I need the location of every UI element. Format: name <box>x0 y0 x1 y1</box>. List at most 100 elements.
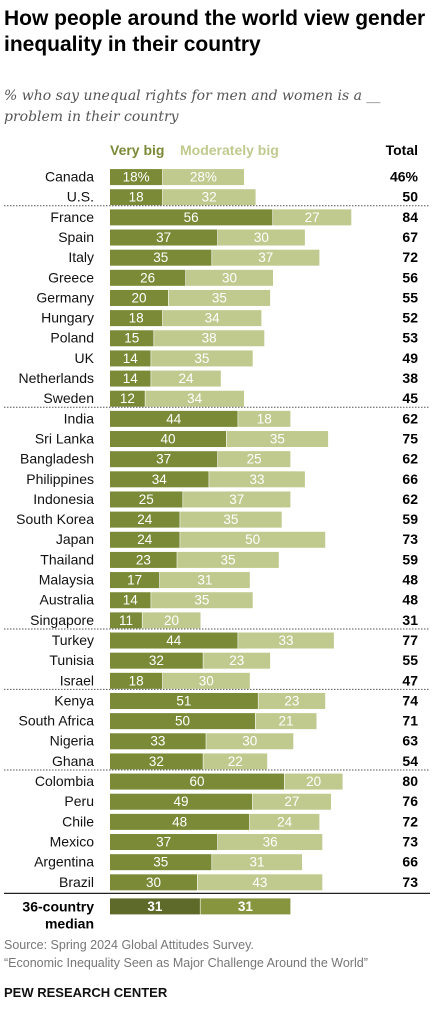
bar-very-big-spain <box>110 229 218 246</box>
value-very-big-japan: 24 <box>137 532 153 547</box>
value-very-big-india: 44 <box>166 411 182 426</box>
value-moderately-big-bangladesh: 25 <box>247 452 262 467</box>
value-moderately-big-france: 27 <box>305 210 320 225</box>
bar-very-big-italy <box>110 249 212 266</box>
bar-moderately-big-south-africa <box>255 713 317 730</box>
country-label-ghana: Ghana <box>52 753 94 769</box>
value-very-big-colombia: 60 <box>189 774 204 789</box>
bar-very-big-nigeria <box>110 733 206 750</box>
value-very-big-poland: 15 <box>124 331 139 346</box>
median-label-line-1: 36-country <box>22 898 94 914</box>
chart-subtitle: % who say unequal rights for men and wom… <box>4 88 381 125</box>
value-moderately-big-israel: 30 <box>199 673 214 688</box>
bar-moderately-big-tunisia <box>203 652 271 669</box>
bar-moderately-big-peru <box>252 793 331 810</box>
value-very-big-greece: 26 <box>140 270 155 285</box>
bar-moderately-big-sweden <box>145 390 244 407</box>
bar-moderately-big-israel <box>162 672 250 689</box>
value-very-big-malaysia: 17 <box>127 573 142 588</box>
country-label-uk: UK <box>75 350 95 366</box>
total-value-philippines: 66 <box>402 471 418 487</box>
country-label-colombia: Colombia <box>35 773 94 789</box>
legend-very-big: Very big <box>110 142 164 158</box>
bar-very-big-philippines <box>110 471 209 488</box>
value-very-big-sweden: 12 <box>120 391 135 406</box>
value-very-big-australia: 14 <box>123 593 139 608</box>
country-label-mexico: Mexico <box>50 833 95 849</box>
country-label-france: France <box>50 209 94 225</box>
value-moderately-big-nigeria: 30 <box>242 734 257 749</box>
value-very-big-france: 56 <box>184 210 199 225</box>
bar-moderately-big-japan <box>180 531 326 548</box>
country-label-spain: Spain <box>58 229 94 245</box>
total-value-uk: 49 <box>402 350 418 366</box>
bar-very-big-south-korea <box>110 511 180 528</box>
total-value-argentina: 66 <box>402 854 418 870</box>
value-very-big-peru: 49 <box>174 794 189 809</box>
bar-moderately-big-uk <box>151 350 253 367</box>
total-value-u-s: 50 <box>402 189 418 205</box>
total-value-bangladesh: 62 <box>402 451 418 467</box>
bar-very-big-turkey <box>110 632 238 649</box>
bar-very-big-uk <box>110 350 151 367</box>
country-label-hungary: Hungary <box>41 310 94 326</box>
bar-very-big-tunisia <box>110 652 203 669</box>
value-very-big-nigeria: 33 <box>150 734 165 749</box>
brand-logo-text: PEW RESEARCH CENTER <box>4 985 168 1000</box>
value-very-big-indonesia: 25 <box>139 492 154 507</box>
source-line-1: Source: Spring 2024 Global Attitudes Sur… <box>4 938 254 952</box>
total-value-nigeria: 63 <box>402 733 418 749</box>
total-value-france: 84 <box>402 209 418 225</box>
total-value-mexico: 73 <box>402 833 418 849</box>
value-moderately-big-australia: 35 <box>194 593 209 608</box>
bar-very-big-sri-lanka <box>110 431 226 448</box>
value-very-big-chile: 48 <box>172 814 187 829</box>
country-label-south-africa: South Africa <box>19 713 95 729</box>
value-moderately-big-italy: 37 <box>258 250 273 265</box>
total-value-thailand: 59 <box>402 551 418 567</box>
bar-very-big-singapore <box>110 612 142 629</box>
value-moderately-big-south-korea: 35 <box>223 512 238 527</box>
country-label-turkey: Turkey <box>52 632 94 648</box>
total-value-italy: 72 <box>402 249 418 265</box>
country-label-poland: Poland <box>50 330 94 346</box>
bar-moderately-big-italy <box>212 249 320 266</box>
country-label-nigeria: Nigeria <box>50 733 95 749</box>
stacked-bar-chart: Very big Moderately big Total Canada 18% 28% 4… <box>4 142 430 931</box>
value-moderately-big-singapore: 20 <box>164 613 179 628</box>
bar-moderately-big-australia <box>151 592 253 609</box>
country-label-israel: Israel <box>60 672 94 688</box>
country-label-chile: Chile <box>62 813 94 829</box>
bar-very-big-netherlands <box>110 370 151 387</box>
bar-very-big-poland <box>110 330 154 347</box>
value-moderately-big-japan: 50 <box>245 532 260 547</box>
value-moderately-big-mexico: 36 <box>263 834 278 849</box>
bar-moderately-big-median <box>200 898 291 915</box>
bar-moderately-big-south-korea <box>180 511 282 528</box>
value-moderately-big-south-africa: 21 <box>279 714 294 729</box>
total-value-canada: 46% <box>390 169 419 185</box>
total-value-tunisia: 55 <box>402 652 418 668</box>
bar-moderately-big-netherlands <box>151 370 221 387</box>
bar-very-big-israel <box>110 672 163 689</box>
value-moderately-big-netherlands: 24 <box>178 371 194 386</box>
country-label-peru: Peru <box>64 793 94 809</box>
bar-moderately-big-ghana <box>203 753 268 770</box>
bar-very-big-u-s <box>110 189 163 206</box>
value-very-big-tunisia: 32 <box>149 653 164 668</box>
value-moderately-big-germany: 35 <box>212 290 227 305</box>
bar-very-big-peru <box>110 793 253 810</box>
bar-moderately-big-brazil <box>197 874 323 891</box>
bar-moderately-big-philippines <box>209 471 305 488</box>
value-moderately-big-sweden: 34 <box>187 391 203 406</box>
bar-moderately-big-mexico <box>217 834 323 851</box>
bar-very-big-india <box>110 410 238 427</box>
country-label-germany: Germany <box>36 289 94 305</box>
value-very-big-kenya: 51 <box>176 693 191 708</box>
country-label-india: India <box>64 410 95 426</box>
source-note: Source: Spring 2024 Global Attitudes Sur… <box>4 936 430 972</box>
bar-very-big-south-africa <box>110 713 255 730</box>
value-very-big-south-africa: 50 <box>175 714 190 729</box>
value-very-big-ghana: 32 <box>149 754 164 769</box>
country-label-bangladesh: Bangladesh <box>20 451 94 467</box>
